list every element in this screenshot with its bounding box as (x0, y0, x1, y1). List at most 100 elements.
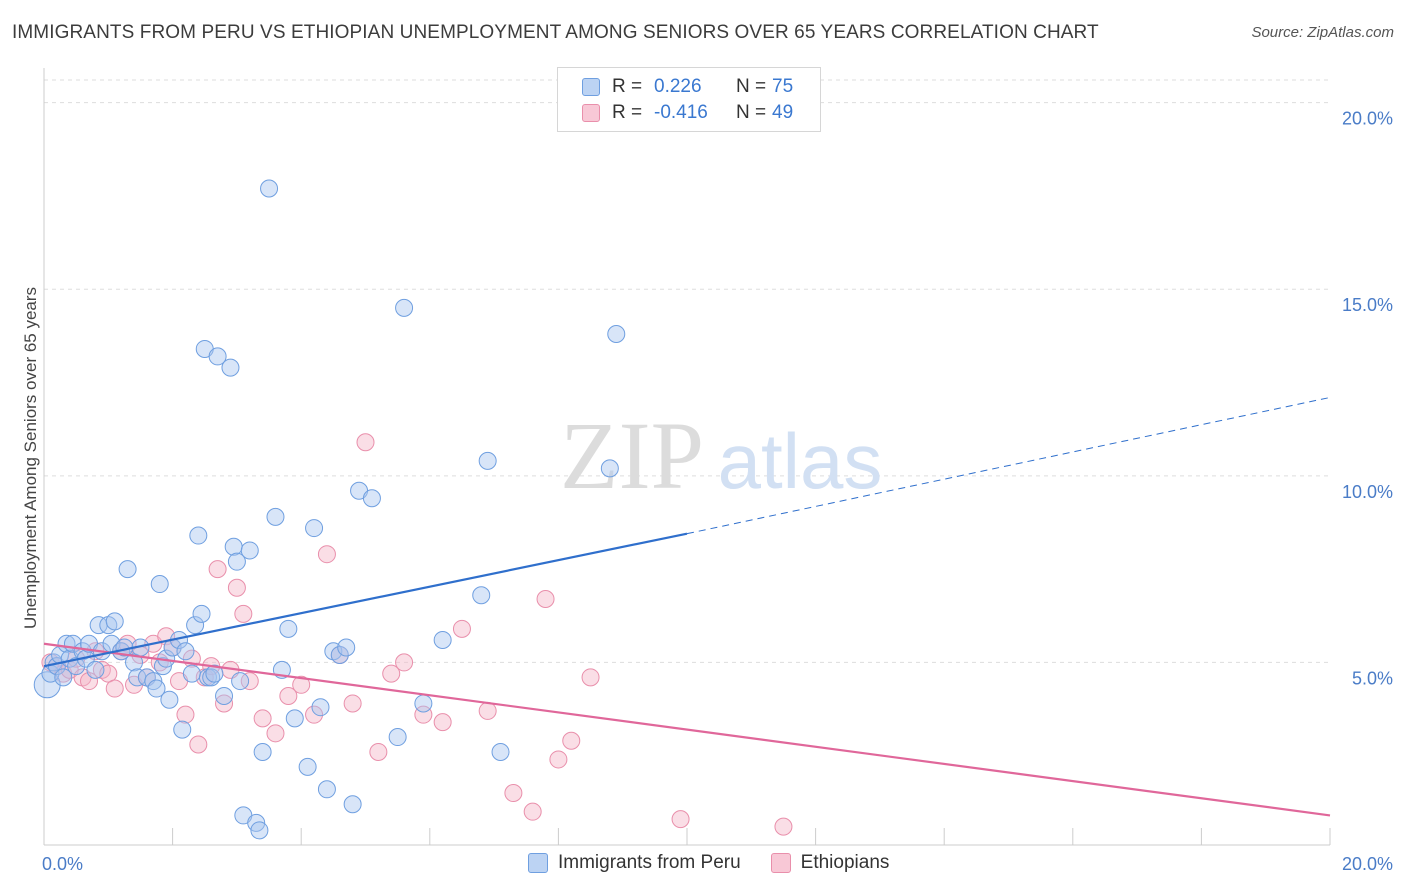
series-peru (33, 179, 626, 840)
data-point-ethiopians (80, 672, 99, 691)
data-point-peru (147, 679, 166, 698)
data-point-ethiopians (504, 784, 523, 803)
data-point-ethiopians (433, 713, 452, 732)
data-point-ethiopians (240, 672, 259, 691)
legend-label-ethiopians: Ethiopians (800, 852, 890, 873)
data-point-peru (362, 489, 381, 508)
watermark-zip: ZIP (560, 402, 704, 509)
legend-swatch-peru (528, 853, 548, 873)
data-point-ethiopians (343, 694, 362, 713)
data-point-peru (173, 720, 192, 739)
tick-labels: 5.0% 10.0% 15.0% 20.0% 0.0% 20.0% (42, 109, 1393, 874)
series-legend: Immigrants from Peru Ethiopians (528, 852, 919, 874)
data-point-peru (337, 638, 356, 657)
data-point-ethiopians (549, 750, 568, 769)
x-tick-label: 20.0% (1342, 854, 1393, 874)
data-point-peru (491, 742, 510, 761)
data-point-ethiopians (395, 653, 414, 672)
data-point-peru (205, 664, 224, 683)
data-point-ethiopians (266, 724, 285, 743)
data-point-peru (298, 757, 317, 776)
data-point-peru (478, 451, 497, 470)
data-point-ethiopians (452, 619, 471, 638)
data-point-peru (279, 619, 298, 638)
legend-label-peru: Immigrants from Peru (558, 852, 741, 873)
y-tick-label: 5.0% (1352, 668, 1393, 688)
data-point-peru (250, 821, 269, 840)
chart-source: Source: ZipAtlas.com (1251, 24, 1394, 41)
data-point-ethiopians (279, 687, 298, 705)
data-point-peru (189, 526, 208, 545)
data-point-ethiopians (176, 705, 195, 724)
data-point-peru (150, 575, 169, 594)
y-tick-label: 10.0% (1342, 482, 1393, 502)
data-point-peru (118, 560, 137, 579)
data-point-ethiopians (536, 589, 555, 608)
data-point-peru (260, 179, 279, 198)
chart-title: IMMIGRANTS FROM PERU VS ETHIOPIAN UNEMPL… (12, 22, 1099, 43)
legend-swatch-peru (582, 78, 600, 96)
data-point-ethiopians (227, 578, 246, 597)
data-point-peru (607, 325, 626, 344)
data-point-peru (221, 358, 240, 377)
trend-line-peru-projection (686, 396, 1331, 535)
legend-swatch-ethiopians (770, 853, 791, 873)
data-point-peru (54, 668, 73, 687)
data-point-peru (125, 653, 144, 672)
legend-item-ethiopians: Ethiopians (770, 852, 890, 874)
data-point-peru (192, 604, 211, 623)
data-point-peru (176, 642, 195, 661)
data-point-ethiopians (317, 545, 336, 564)
data-point-peru (231, 672, 250, 691)
data-point-peru (215, 687, 234, 705)
trend-lines (43, 396, 1331, 817)
data-point-peru (395, 298, 414, 317)
legend-n-value: 49 (772, 102, 794, 123)
x-tick-label: 0.0% (42, 854, 83, 874)
data-point-ethiopians (562, 731, 581, 750)
data-point-peru (317, 780, 336, 799)
correlation-legend: R = 0.226 N = 75 R = -0.416 N = 49 (557, 67, 821, 132)
legend-r-value: -0.416 (654, 102, 708, 123)
legend-r-value: 0.226 (654, 76, 702, 97)
legend-r-label: R = (612, 76, 643, 97)
data-point-peru (240, 541, 259, 560)
data-point-ethiopians (581, 668, 600, 687)
data-point-ethiopians (189, 735, 208, 754)
data-point-ethiopians (774, 817, 793, 836)
data-point-peru (414, 694, 433, 713)
data-point-peru (224, 537, 243, 556)
legend-n-value: 75 (772, 76, 794, 97)
data-point-ethiopians (105, 679, 124, 698)
data-point-peru (311, 698, 330, 717)
data-point-peru (182, 664, 201, 683)
data-point-ethiopians (523, 802, 542, 821)
legend-swatch-ethiopians (582, 104, 600, 122)
data-point-peru (305, 519, 324, 538)
data-point-ethiopians (356, 433, 375, 452)
data-point-ethiopians (382, 664, 401, 683)
data-point-peru (266, 507, 285, 526)
data-point-peru (600, 459, 619, 478)
watermark-atlas: atlas (718, 417, 883, 505)
data-point-peru (86, 660, 105, 679)
legend-n-label: N = (736, 102, 767, 123)
data-point-peru (227, 552, 246, 571)
data-point-peru (208, 347, 227, 366)
y-tick-label: 15.0% (1342, 295, 1393, 315)
data-point-peru (186, 616, 205, 635)
legend-r-label: R = (612, 102, 643, 123)
data-point-peru (160, 690, 179, 709)
data-point-ethiopians (215, 694, 234, 713)
data-point-ethiopians (292, 675, 311, 694)
trend-line-peru (43, 532, 688, 668)
data-point-peru (330, 645, 349, 664)
y-tick-label: 20.0% (1342, 109, 1393, 129)
data-point-ethiopians (305, 705, 324, 724)
data-point-ethiopians (478, 701, 497, 720)
data-point-peru (388, 728, 407, 747)
data-point-ethiopians (369, 742, 388, 761)
legend-row-peru: R = 0.226 N = 75 (582, 75, 793, 99)
watermark: ZIP atlas (560, 402, 882, 509)
data-point-ethiopians (208, 560, 227, 579)
